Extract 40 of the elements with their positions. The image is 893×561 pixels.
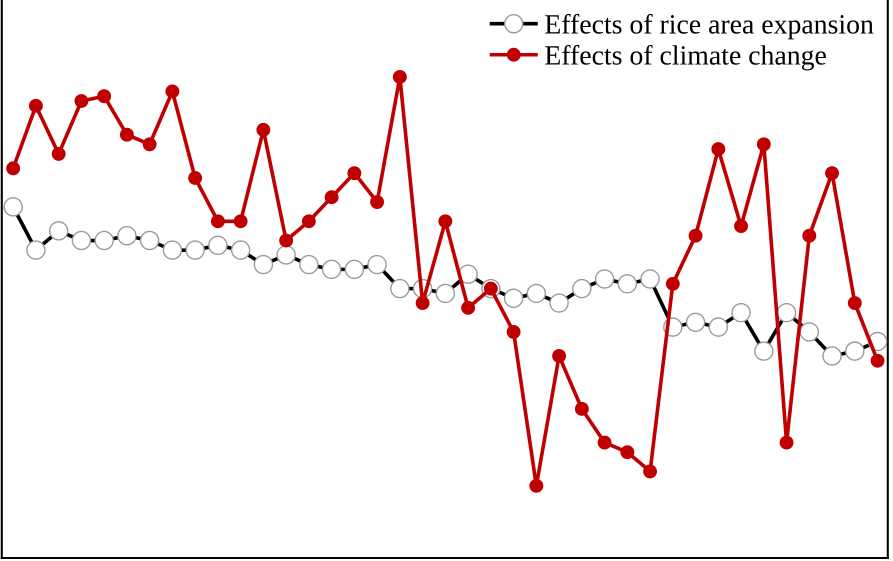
point [598, 436, 612, 450]
point [392, 70, 407, 84]
point [370, 195, 384, 209]
point [6, 161, 20, 176]
point [620, 445, 634, 460]
point [52, 146, 66, 161]
point [848, 296, 862, 310]
point [552, 349, 566, 363]
point [802, 228, 816, 243]
point [416, 296, 430, 310]
point [256, 122, 270, 137]
point [688, 228, 703, 243]
point [234, 214, 248, 228]
point [734, 219, 748, 234]
point [279, 234, 294, 248]
point [461, 300, 476, 315]
point [210, 214, 225, 228]
point [165, 84, 180, 98]
legend-label: Effects of rice area expansion [545, 14, 874, 40]
point [347, 166, 362, 180]
point [142, 137, 157, 152]
point [302, 214, 316, 228]
point [97, 89, 112, 104]
point [780, 436, 794, 450]
point [74, 94, 88, 108]
legend-label: Effects of climate change [545, 44, 826, 70]
point [188, 171, 202, 185]
point [666, 276, 680, 291]
point [324, 190, 339, 204]
point [529, 478, 544, 493]
point [28, 98, 43, 113]
point [574, 402, 589, 416]
point [711, 142, 726, 156]
point [120, 128, 134, 142]
point [506, 324, 521, 339]
point [756, 137, 771, 152]
point [438, 214, 452, 228]
point [825, 166, 839, 180]
point [870, 354, 884, 368]
point [643, 464, 658, 478]
